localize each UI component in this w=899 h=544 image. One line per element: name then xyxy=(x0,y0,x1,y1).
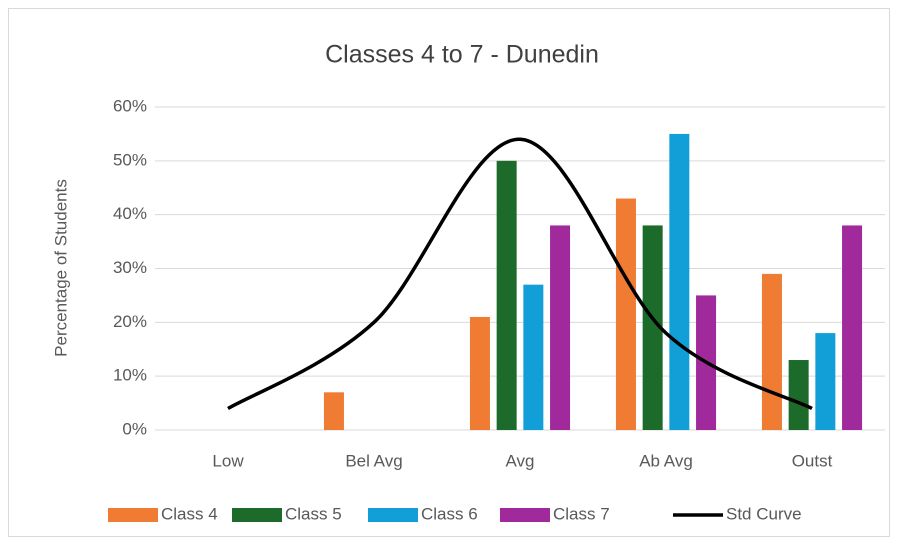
legend-label: Class 7 xyxy=(553,504,610,523)
y-tick-label: 30% xyxy=(113,258,147,277)
x-tick-label: Bel Avg xyxy=(345,451,402,470)
legend-label: Class 5 xyxy=(285,504,342,523)
y-tick-label: 10% xyxy=(113,366,147,385)
chart-title: Classes 4 to 7 - Dunedin xyxy=(325,41,599,69)
legend-swatch xyxy=(500,508,550,522)
legend-swatch xyxy=(108,508,158,522)
bar xyxy=(550,225,571,430)
y-tick-label: 40% xyxy=(113,204,147,223)
x-tick-label: Low xyxy=(212,451,244,470)
bar xyxy=(323,392,344,430)
legend-label: Class 4 xyxy=(161,504,218,523)
chart-border xyxy=(8,8,890,537)
bar xyxy=(523,284,544,430)
bar xyxy=(642,225,663,430)
bar xyxy=(761,273,782,430)
x-tick-label: Outst xyxy=(792,451,833,470)
x-tick-label: Avg xyxy=(506,451,535,470)
y-tick-label: 20% xyxy=(113,312,147,331)
bar xyxy=(842,225,863,430)
line xyxy=(227,137,813,411)
legend-swatch xyxy=(232,508,282,522)
y-tick-label: 0% xyxy=(122,419,147,438)
x-tick-label: Ab Avg xyxy=(639,451,693,470)
bar xyxy=(788,360,809,430)
bar xyxy=(669,133,690,430)
legend-label: Class 6 xyxy=(421,504,478,523)
y-axis-label: Percentage of Students xyxy=(51,179,70,357)
legend-label: Std Curve xyxy=(726,504,802,523)
legend-swatch xyxy=(368,508,418,522)
bar xyxy=(815,333,836,430)
y-tick-label: 50% xyxy=(113,150,147,169)
bar xyxy=(469,316,490,430)
bar xyxy=(615,198,636,430)
y-tick-label: 60% xyxy=(113,96,147,115)
bar xyxy=(496,160,517,431)
